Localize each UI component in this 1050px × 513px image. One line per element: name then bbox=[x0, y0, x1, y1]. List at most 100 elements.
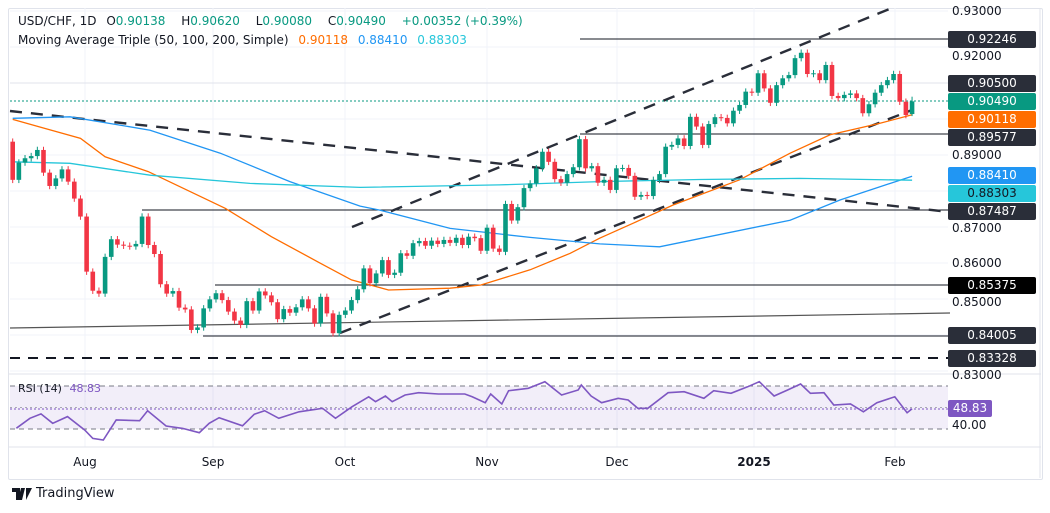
candle bbox=[189, 306, 194, 334]
candle-body bbox=[441, 239, 447, 244]
candle-body bbox=[262, 291, 268, 296]
candle bbox=[404, 250, 410, 260]
candle-body bbox=[601, 179, 607, 183]
candle-body bbox=[189, 309, 194, 330]
candle bbox=[490, 224, 496, 252]
badge-0.85375: 0.85375 bbox=[948, 277, 1036, 294]
candle bbox=[306, 296, 311, 312]
candle bbox=[72, 178, 77, 202]
candle bbox=[139, 213, 145, 248]
candle-body bbox=[226, 300, 231, 312]
price-tick: 0.92000 bbox=[952, 49, 1002, 63]
candle bbox=[343, 307, 348, 319]
candle bbox=[176, 287, 182, 311]
candle bbox=[78, 195, 83, 220]
badge-ma100: 0.88410 bbox=[948, 167, 1036, 184]
candle bbox=[10, 138, 15, 184]
drawings bbox=[9, 6, 951, 359]
price-tick: 0.83000 bbox=[952, 368, 1002, 382]
candle bbox=[355, 286, 360, 304]
candle bbox=[903, 98, 909, 119]
candle-body bbox=[232, 311, 237, 321]
candle-body bbox=[786, 75, 792, 79]
tradingview-logo[interactable]: TradingView bbox=[12, 486, 115, 501]
candle bbox=[232, 308, 237, 324]
candle-body bbox=[694, 116, 699, 127]
symbol-label[interactable]: USD/CHF, 1D bbox=[18, 14, 97, 28]
candle bbox=[860, 94, 866, 117]
close-value: 0.90490 bbox=[336, 14, 386, 28]
channel-lower-line bbox=[339, 108, 913, 335]
candle bbox=[817, 70, 822, 84]
candle bbox=[601, 176, 607, 186]
candle-body bbox=[577, 139, 582, 168]
candle-body bbox=[669, 144, 675, 147]
candle-body bbox=[780, 78, 785, 86]
candle bbox=[96, 287, 102, 297]
candle-body bbox=[343, 310, 348, 315]
candle bbox=[632, 172, 638, 200]
candle bbox=[262, 288, 268, 299]
candle-body bbox=[324, 296, 330, 314]
candle bbox=[854, 90, 859, 102]
candle bbox=[712, 113, 718, 128]
candle-body bbox=[102, 256, 108, 294]
candle bbox=[761, 70, 767, 92]
badge-rsi: 48.83 bbox=[948, 400, 992, 417]
candle bbox=[423, 237, 428, 249]
candle bbox=[361, 265, 367, 293]
candle-body bbox=[534, 168, 539, 184]
candle-body bbox=[16, 162, 22, 180]
candle bbox=[607, 176, 613, 194]
candle bbox=[367, 265, 373, 287]
candle bbox=[564, 170, 570, 186]
candle-body bbox=[768, 88, 773, 103]
candle bbox=[909, 96, 915, 117]
candle-body bbox=[872, 92, 878, 105]
candle-body bbox=[386, 260, 391, 275]
candle-body bbox=[497, 248, 502, 252]
candle-body bbox=[527, 183, 533, 189]
candle-body bbox=[373, 273, 379, 284]
candle bbox=[84, 213, 89, 275]
candle bbox=[127, 242, 133, 250]
candle bbox=[546, 148, 551, 166]
candle-body bbox=[848, 93, 853, 95]
candle bbox=[41, 146, 46, 176]
ma200-value: 0.88303 bbox=[417, 33, 467, 47]
candle-body bbox=[10, 141, 15, 180]
rsi-header[interactable]: RSI (14) 48.83 bbox=[18, 382, 101, 395]
candle bbox=[737, 101, 742, 114]
candle-body bbox=[706, 124, 712, 145]
candle-body bbox=[453, 237, 459, 243]
candle-body bbox=[503, 203, 508, 252]
candle bbox=[614, 165, 619, 194]
candle bbox=[256, 288, 262, 314]
ma100-value: 0.88410 bbox=[357, 33, 408, 47]
open-value: 0.90138 bbox=[115, 14, 166, 28]
ma-line-ma50 bbox=[12, 114, 913, 291]
candle bbox=[681, 135, 687, 150]
candle-body bbox=[152, 245, 157, 254]
candle-body bbox=[164, 284, 169, 294]
badge-0.90500: 0.90500 bbox=[948, 75, 1036, 92]
candle-body bbox=[681, 138, 687, 146]
indicator-header[interactable]: Moving Average Triple (50, 100, 200, Sim… bbox=[18, 33, 473, 47]
candle bbox=[718, 113, 724, 122]
indicator-label[interactable]: Moving Average Triple (50, 100, 200, Sim… bbox=[18, 33, 289, 47]
candle bbox=[65, 166, 71, 185]
rsi-label: RSI (14) bbox=[18, 382, 62, 395]
candle-body bbox=[829, 65, 835, 96]
candle-body bbox=[108, 239, 114, 257]
rsi-value: 48.83 bbox=[69, 382, 101, 395]
candle bbox=[626, 164, 631, 180]
candle bbox=[16, 159, 22, 184]
candle bbox=[669, 141, 675, 150]
candle bbox=[281, 305, 287, 323]
moving-averages bbox=[12, 114, 913, 291]
candle bbox=[244, 297, 250, 329]
candle-body bbox=[213, 293, 219, 300]
candle-body bbox=[909, 101, 915, 115]
candle-body bbox=[737, 104, 742, 111]
